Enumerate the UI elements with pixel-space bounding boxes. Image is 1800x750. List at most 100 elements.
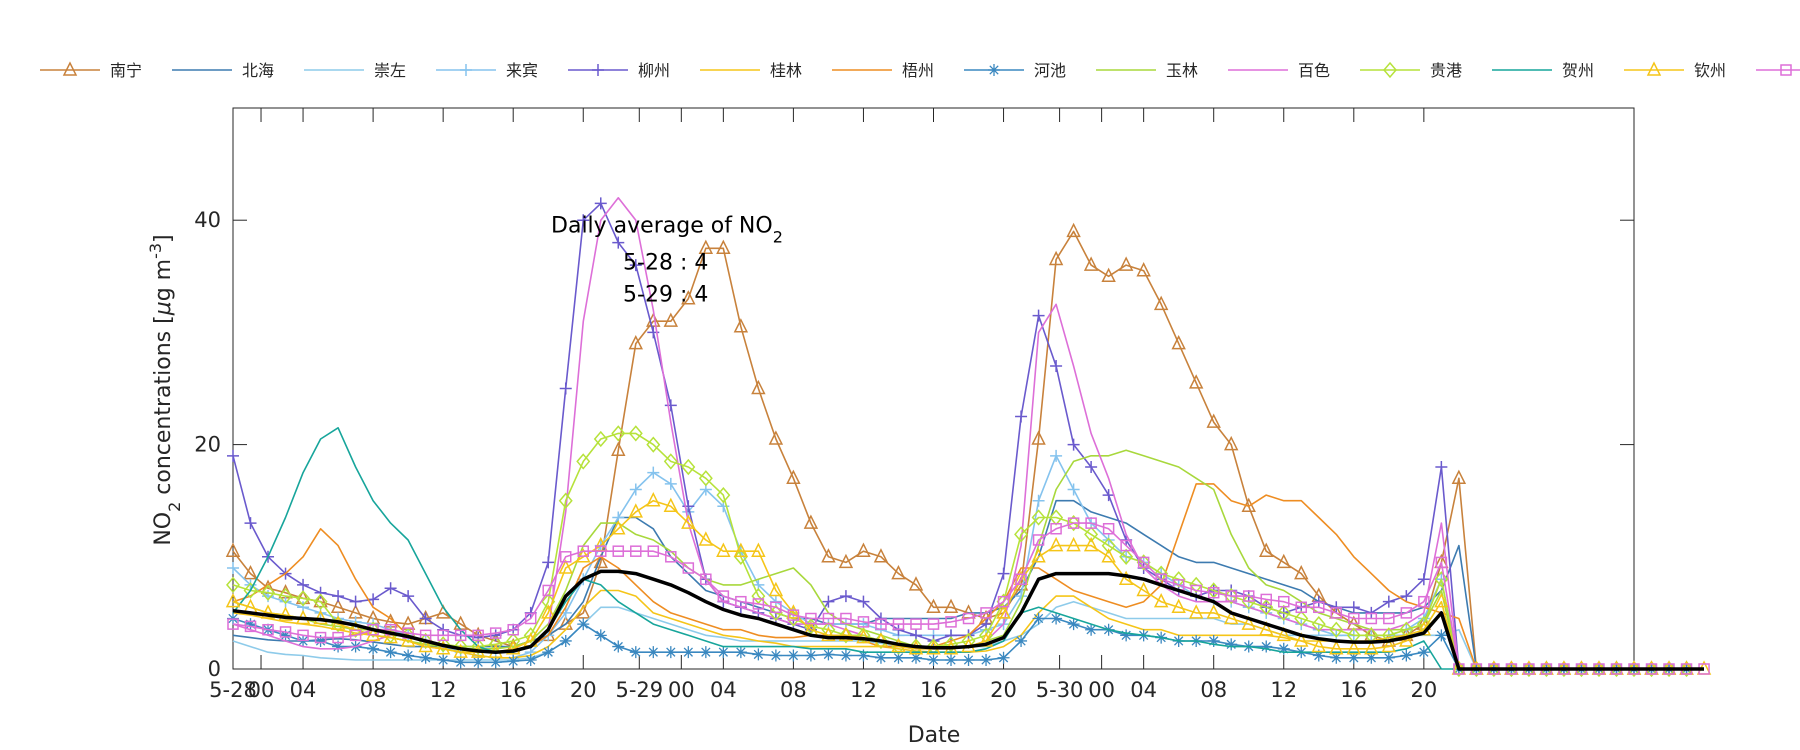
data-point [927,654,940,667]
x-tick-label: 12 [430,678,457,702]
data-point [1346,640,1362,655]
data-point [1136,262,1151,277]
data-point [261,584,276,601]
data-point [594,197,607,210]
data-point [1015,634,1028,647]
data-point [663,497,679,513]
data-point [577,545,589,557]
data-point [1067,618,1080,631]
data-point [1277,642,1290,655]
data-point [313,593,328,610]
y-axis-label-sup: -3 [146,243,165,259]
data-point [1224,587,1239,605]
data-point [1136,554,1151,571]
data-point [437,629,449,642]
data-point [647,646,660,659]
data-point [1382,651,1395,664]
data-point [1451,469,1467,485]
data-point [1644,660,1659,678]
data-point [716,486,731,504]
data-point [489,627,502,639]
data-point [628,334,644,350]
data-point [1679,660,1694,678]
data-point [505,640,521,655]
data-point [700,573,712,585]
series-line [232,449,1687,670]
data-point [1383,612,1395,625]
data-point [856,542,871,557]
legend-item-防城港: 防城港 [1756,64,1800,76]
data-point [1189,576,1204,594]
data-point [243,582,258,599]
data-point [646,492,661,507]
data-point [541,593,556,610]
data-point [1015,573,1027,585]
data-point [735,595,747,608]
x-tick-label: 12 [1270,678,1297,702]
data-point [874,651,887,664]
data-point [330,598,346,614]
y-axis-label-sub: 2 [165,502,184,512]
data-point [612,236,625,249]
data-point [1400,590,1413,603]
data-point [1469,660,1484,678]
data-point [839,590,852,603]
data-point [1188,374,1204,389]
data-point [1223,435,1239,451]
data-point [1347,601,1360,614]
data-point [226,576,240,594]
data-point [962,612,975,625]
data-point [402,649,415,662]
data-point [594,629,607,642]
data-point [857,616,870,628]
data-point [1260,593,1272,606]
y-tick-label: 40 [194,208,221,232]
data-point [856,628,871,644]
data-point [612,640,625,653]
data-point [1084,526,1099,543]
data-point [1383,61,1397,79]
x-tick-label: 20 [570,678,597,702]
data-point [611,425,626,442]
data-point [997,595,1010,608]
data-point [962,654,975,667]
data-point [751,587,766,605]
data-point [1311,615,1326,633]
data-point [1050,449,1063,462]
data-point [786,469,801,485]
legend-item-南宁: 南宁 [40,61,142,80]
data-point [786,604,801,619]
data-point [507,655,520,668]
x-tick-label: 00 [1088,678,1115,702]
data-point [1101,537,1116,554]
data-point [384,646,397,659]
x-tick-label: 20 [990,678,1017,702]
data-point [1031,509,1046,526]
data-point [1066,222,1081,238]
y-axis-label: NO2 concentrations [μg m-3] [146,234,184,545]
data-point [1188,604,1204,619]
data-point [384,582,397,595]
data-point [838,553,854,569]
data-point [611,441,626,456]
data-point [593,430,608,448]
legend-item-来宾: 来宾 [436,61,538,80]
data-point [1381,637,1397,653]
data-point [297,629,309,642]
data-point [1451,660,1466,678]
data-point [472,656,485,669]
data-point [349,595,362,608]
data-point [489,656,502,669]
x-tick-label: 04 [1130,678,1157,702]
data-point [717,646,730,659]
data-point [367,642,380,655]
y-axis-label-rest: concentrations [ [151,315,176,501]
data-point [1102,489,1115,502]
data-point [1049,509,1064,526]
data-point [821,548,836,563]
data-point [682,562,695,574]
data-point [751,379,766,395]
data-point [1223,609,1239,625]
